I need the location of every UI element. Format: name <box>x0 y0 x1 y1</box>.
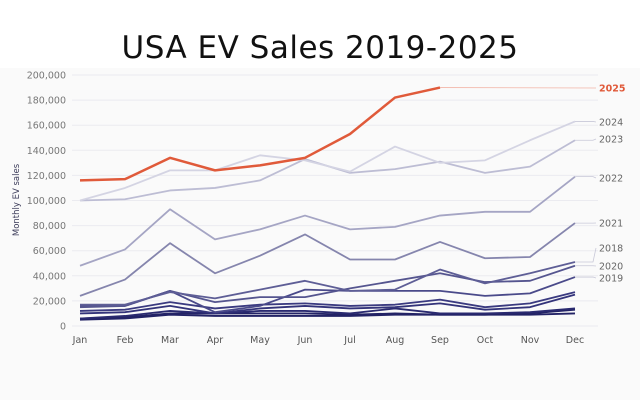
y-tick-label: 20,000 <box>33 296 66 307</box>
y-tick-label: 160,000 <box>27 121 66 132</box>
legend-label-2021: 2021 <box>599 219 623 230</box>
series-line-2023 <box>79 139 576 202</box>
legend-leader-line <box>575 276 597 279</box>
x-tick-label: Dec <box>566 335 584 346</box>
y-axis-ticks: 0 20,000 40,000 60,000 80,000 100,000 120,000 1… <box>27 71 66 333</box>
series-line <box>79 307 576 320</box>
y-tick-label: 100,000 <box>27 196 66 207</box>
series-line-2021 <box>79 222 576 297</box>
legend-leader-line <box>575 247 597 263</box>
legend-label-2019: 2019 <box>599 274 623 285</box>
y-tick-label: 120,000 <box>27 171 66 182</box>
series-line <box>79 293 576 315</box>
legend-label-2023: 2023 <box>599 135 623 146</box>
chart-title: USA EV Sales 2019-2025 <box>121 30 519 66</box>
y-tick-label: 140,000 <box>27 146 66 157</box>
x-tick-label: Jun <box>297 335 313 346</box>
y-axis-label: Monthly EV sales <box>12 163 22 236</box>
legend-label-2025: 2025 <box>599 84 625 95</box>
x-tick-label: Oct <box>477 335 494 346</box>
series-line-2025 <box>79 86 441 182</box>
x-tick-label: Sep <box>431 335 449 346</box>
y-tick-label: 40,000 <box>33 271 66 282</box>
y-tick-label: 180,000 <box>27 96 66 107</box>
x-axis-ticks: Jan Feb Mar Apr May Jun Jul Aug Sep Oct Nov Dec <box>72 335 585 346</box>
x-tick-label: Nov <box>521 335 540 346</box>
chart-background <box>0 68 640 400</box>
y-tick-label: 60,000 <box>33 246 66 257</box>
legend-label-2024: 2024 <box>599 118 623 129</box>
series-line-2018 <box>80 261 576 306</box>
series-line-2022 <box>79 175 576 267</box>
series-line <box>79 291 576 312</box>
series-line <box>79 308 576 320</box>
x-tick-label: Jan <box>72 335 88 346</box>
x-tick-label: May <box>250 335 270 346</box>
x-tick-label: Jul <box>343 335 355 346</box>
x-tick-label: Mar <box>161 335 179 346</box>
legend-leader-line <box>575 121 597 123</box>
legend-label-2022: 2022 <box>599 174 623 185</box>
y-tick-label: 200,000 <box>27 71 66 82</box>
title-band <box>0 0 640 68</box>
y-tick-label: 0 <box>60 322 66 333</box>
legend-label-2018: 2018 <box>599 244 623 255</box>
legend-leader-line <box>575 176 597 179</box>
x-tick-label: Apr <box>207 335 224 346</box>
x-tick-label: Aug <box>386 335 405 346</box>
legend-label-2020: 2020 <box>599 262 623 273</box>
legend-leader-line <box>575 138 597 141</box>
series-line-2024 <box>79 120 576 202</box>
series-lines <box>79 86 576 321</box>
x-tick-label: Feb <box>117 335 134 346</box>
y-tick-label: 80,000 <box>33 221 66 232</box>
